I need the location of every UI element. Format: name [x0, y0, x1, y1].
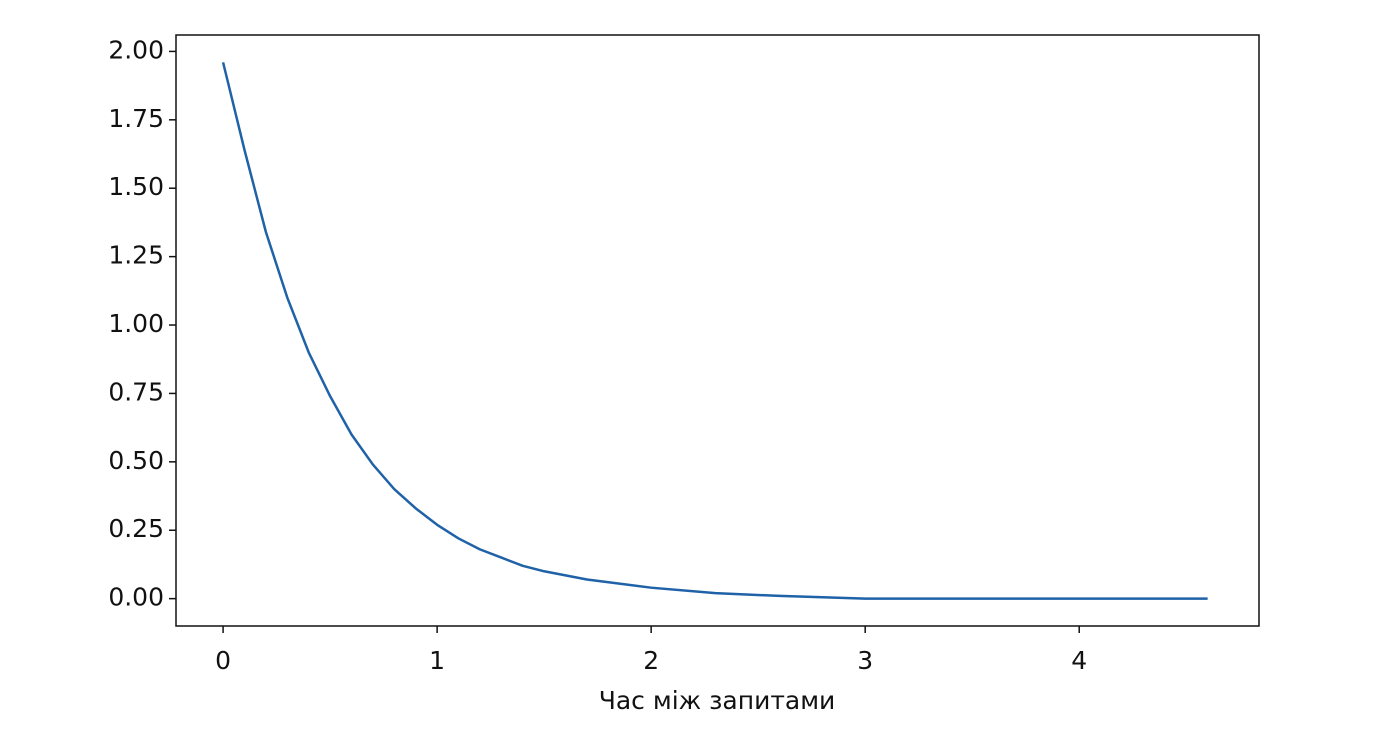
- y-tick-label: 0.00: [108, 583, 164, 612]
- y-tick-label: 0.75: [108, 377, 164, 406]
- y-tick-label: 1.00: [108, 309, 164, 338]
- line-series: [221, 62, 1208, 600]
- x-axis-label: Час між запитами: [599, 686, 836, 715]
- x-tick-label: 2: [643, 646, 659, 675]
- y-tick-label: 2.00: [108, 35, 164, 64]
- y-tick-label: 0.25: [108, 514, 164, 543]
- x-tick-label: 1: [429, 646, 445, 675]
- y-tick-label: 1.75: [108, 104, 164, 133]
- y-tick-label: 1.50: [108, 172, 164, 201]
- plot-frame: [175, 34, 1260, 627]
- y-tick-label: 0.50: [108, 446, 164, 475]
- x-tick-label: 0: [215, 646, 231, 675]
- x-tick-label: 4: [1071, 646, 1087, 675]
- x-tick-label: 3: [857, 646, 873, 675]
- y-tick-label: 1.25: [108, 241, 164, 270]
